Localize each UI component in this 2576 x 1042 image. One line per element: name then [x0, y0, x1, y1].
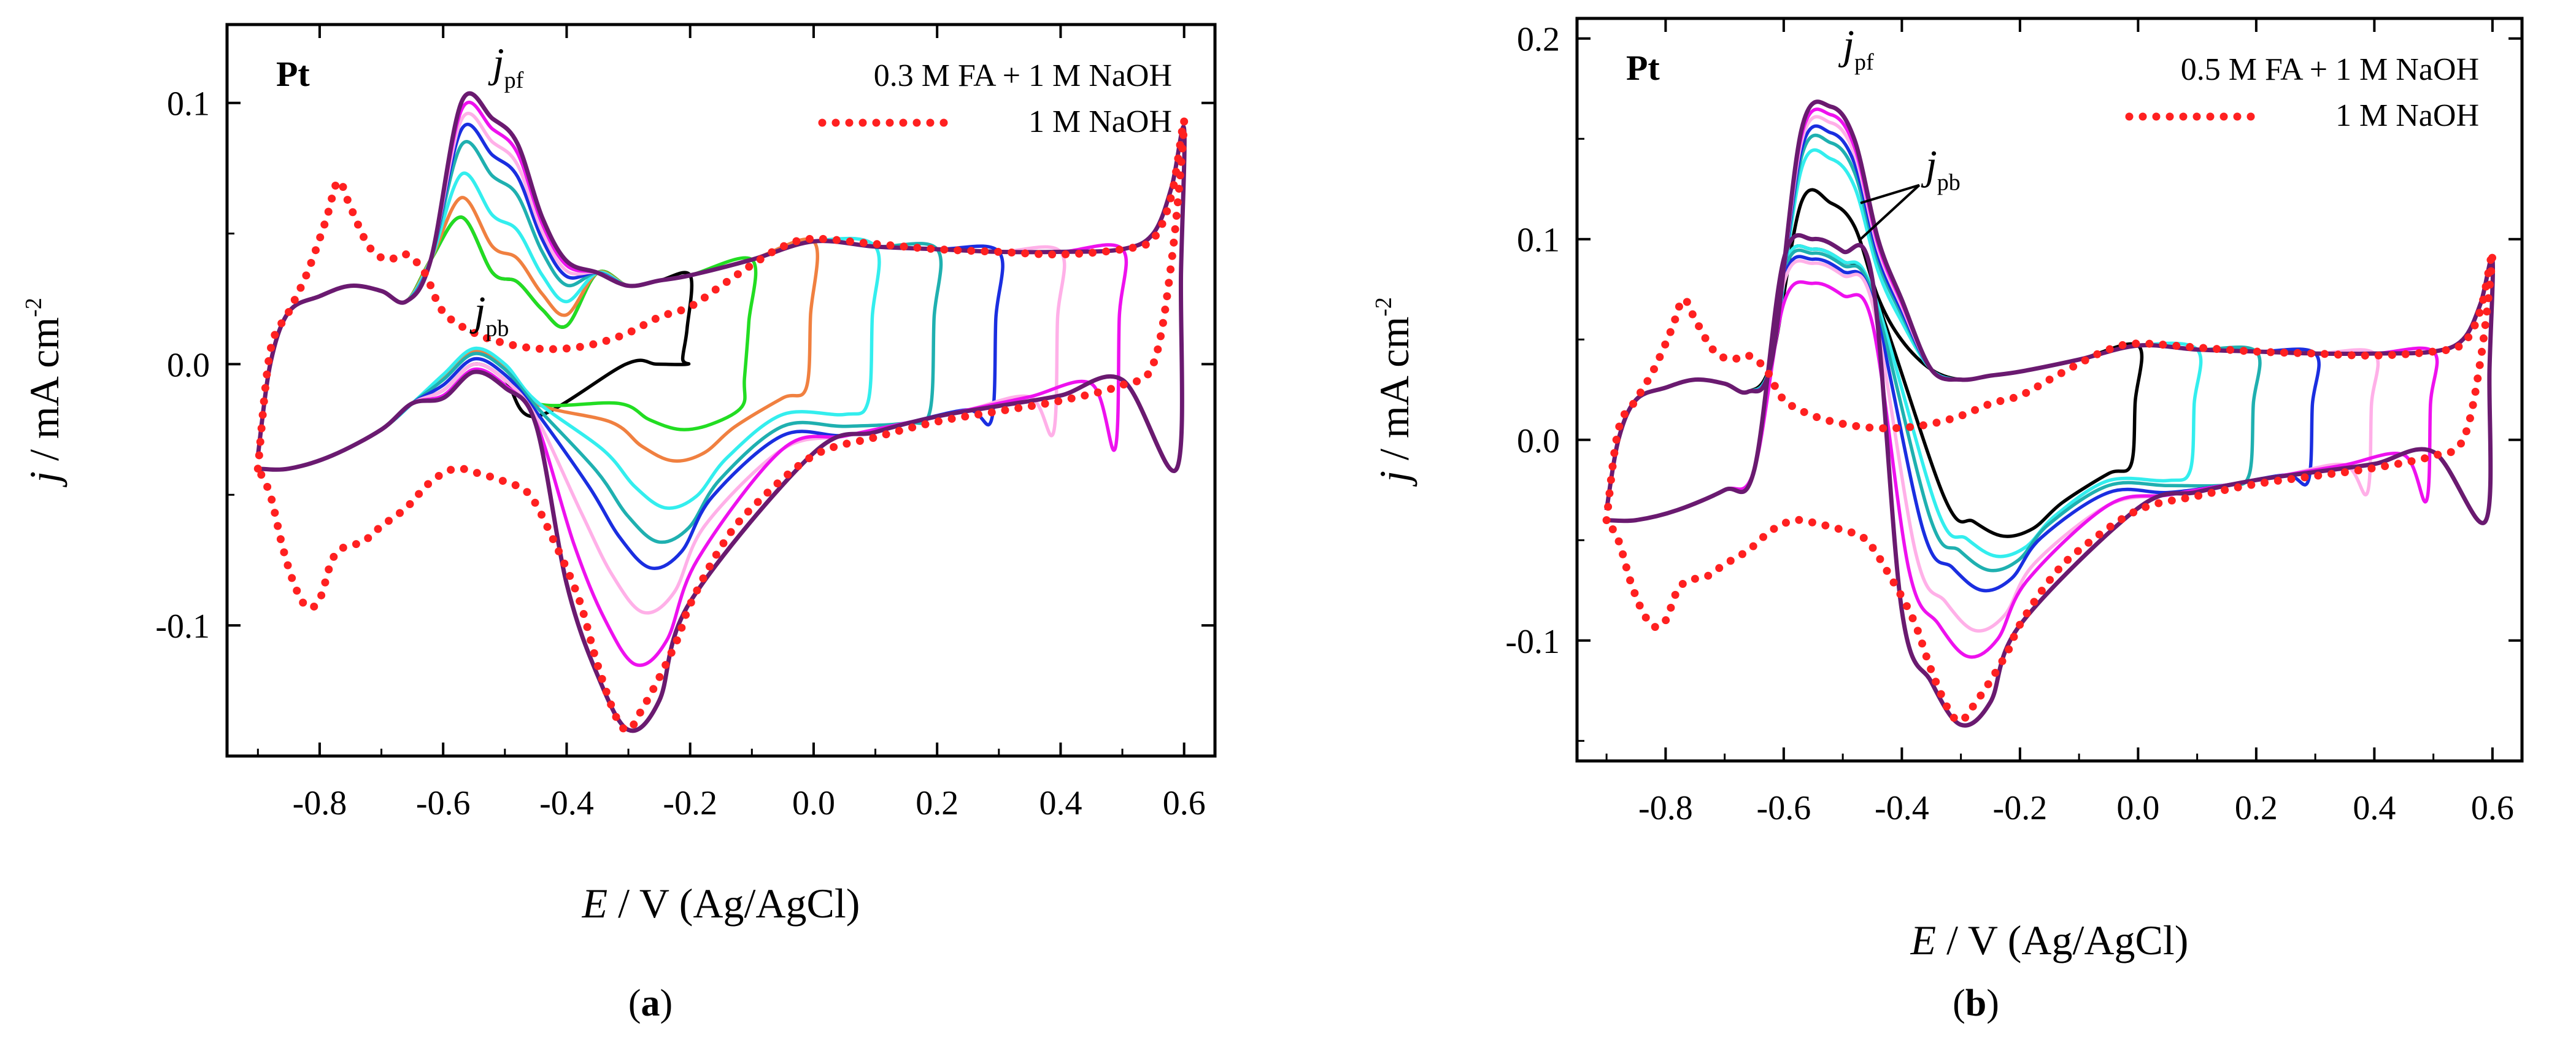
x-tick-label: -0.6 — [1757, 789, 1811, 827]
fa-series-line-0.5 — [1605, 107, 2439, 659]
curves — [1602, 99, 2497, 728]
y-tick-label: -0.1 — [155, 608, 210, 646]
panel-letter: (a) — [628, 982, 673, 1024]
x-tick-label: 0.0 — [2116, 789, 2159, 827]
x-tick-label: 0.4 — [2353, 789, 2396, 827]
curves — [253, 91, 1189, 735]
fa-series-line-0.6 — [255, 91, 1187, 733]
x-tick-label: 0.2 — [916, 784, 958, 822]
fa-series-line-0.2 — [256, 140, 943, 544]
sample-label: Pt — [1626, 48, 1660, 88]
x-axis-label: E / V (Ag/AgCl) — [582, 880, 860, 927]
plot-frame — [1575, 17, 2524, 763]
fa-series-line-0.2 — [1605, 133, 2262, 573]
chart-panel-b: -0.8 -0.6 -0.4 -0.2 0.0 0.2 0.4 0.6 -0.1 0.0 0.1 0.… — [1371, 17, 2524, 1024]
fa-series-line-0.3 — [256, 122, 1005, 571]
y-tick-label: 0.0 — [1517, 422, 1560, 460]
x-tick-label: -0.2 — [1993, 789, 2048, 827]
y-axis-label: j / mA cm-2 — [21, 298, 67, 488]
x-tick-label: -0.4 — [1875, 789, 1929, 827]
annotation-j-pf: jpf — [488, 39, 524, 93]
x-axis-label: E / V (Ag/AgCl) — [1910, 917, 2189, 963]
x-tick-label: -0.4 — [539, 784, 594, 822]
arrow-icon — [1859, 184, 1921, 241]
naoh-dotted-series — [253, 116, 1189, 735]
legend-entry-fa: 0.5 M FA + 1 M NaOH — [2181, 52, 2479, 87]
x-tick-label: -0.2 — [663, 784, 717, 822]
y-tick-label: -0.1 — [1505, 623, 1560, 661]
legend-entry-naoh: 1 M NaOH — [1028, 104, 1172, 139]
x-tick-label: 0.6 — [1163, 784, 1206, 822]
y-tick-label: 0.1 — [167, 85, 210, 123]
arrow-icon — [1860, 183, 1920, 204]
x-tick-label: -0.8 — [293, 784, 347, 822]
y-tick-label: 0.0 — [167, 346, 210, 384]
chart-panel-a: -0.8 -0.6 -0.4 -0.2 0.0 0.2 0.4 0.6 -0.1 0.0 0.1 E … — [21, 23, 1217, 1024]
plot-frame — [225, 23, 1217, 758]
annotation-j-pb: jpb — [1921, 142, 1961, 196]
annotation-j-pb: jpb — [469, 288, 509, 342]
annotation-j-pf: jpf — [1838, 21, 1874, 75]
x-tick-label: -0.6 — [416, 784, 471, 822]
x-tick-label: 0.2 — [2235, 789, 2278, 827]
y-axis-label: j / mA cm-2 — [1371, 297, 1417, 487]
x-tick-label: 0.4 — [1039, 784, 1082, 822]
x-tick-label: 0.0 — [792, 784, 835, 822]
x-tick-label: -0.8 — [1638, 789, 1693, 827]
legend-entry-fa: 0.3 M FA + 1 M NaOH — [874, 58, 1172, 93]
panel-letter: (b) — [1953, 982, 1999, 1024]
x-tick-label: 0.6 — [2471, 789, 2514, 827]
sample-label: Pt — [276, 54, 310, 94]
naoh-dotted-series — [1602, 248, 2497, 725]
y-tick-label: 0.1 — [1517, 222, 1560, 260]
legend-entry-naoh: 1 M NaOH — [2335, 98, 2479, 133]
fa-series-line-0.6 — [1604, 99, 2495, 728]
y-tick-label: 0.2 — [1517, 21, 1560, 59]
